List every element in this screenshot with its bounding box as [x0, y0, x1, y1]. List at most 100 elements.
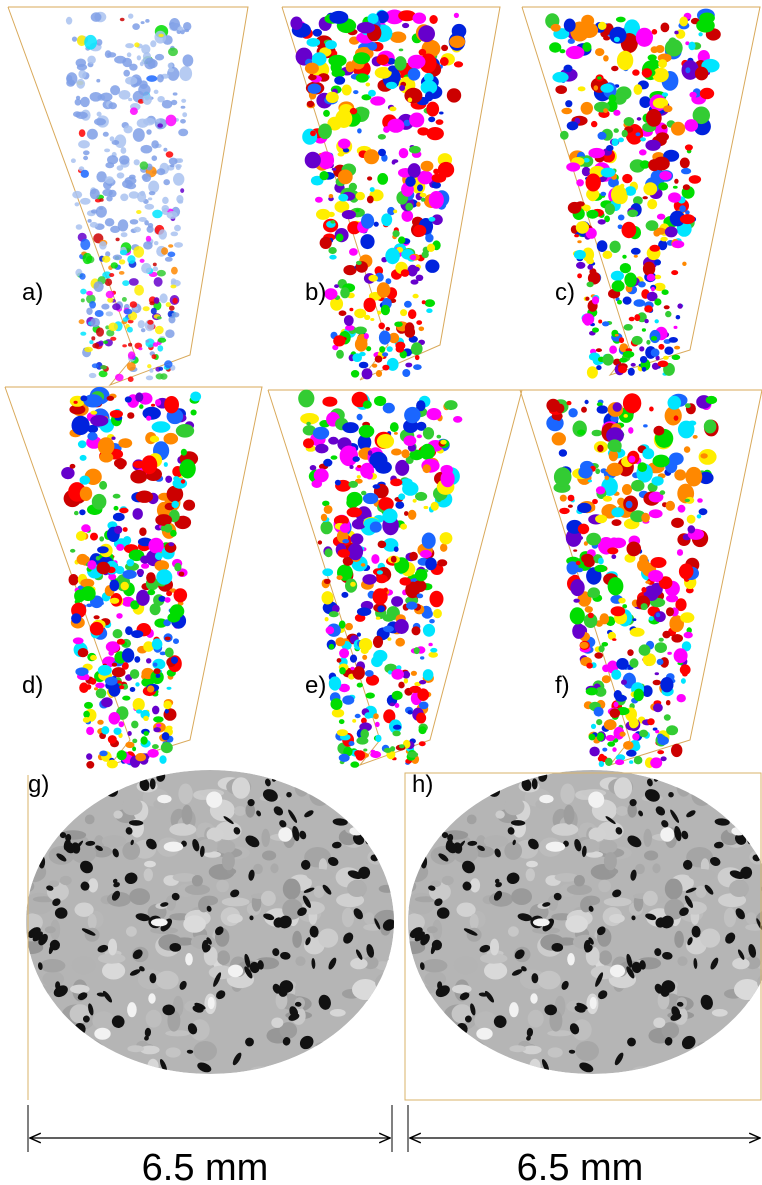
grain [642, 448, 654, 459]
grain [609, 346, 617, 354]
grain [680, 214, 695, 224]
panel-label: b) [305, 279, 326, 306]
grain [611, 554, 616, 559]
panel-label: f) [555, 672, 570, 699]
grain [328, 437, 338, 445]
grain [428, 643, 432, 647]
grain [90, 411, 97, 415]
grain [612, 519, 622, 526]
grain [163, 148, 167, 152]
grain [429, 15, 437, 24]
grain [181, 99, 186, 103]
grain [113, 811, 122, 819]
grain [400, 880, 416, 892]
grain [80, 487, 92, 501]
grain [605, 476, 610, 481]
dense-mineral [206, 792, 222, 808]
grain [75, 202, 80, 206]
grain [631, 363, 636, 367]
grain [321, 514, 327, 521]
grain [127, 559, 135, 566]
pore [733, 799, 737, 811]
grain [639, 149, 647, 155]
grain [461, 1040, 486, 1061]
grain [158, 596, 165, 602]
grain [382, 509, 397, 524]
dense-mineral [539, 795, 553, 803]
grain [587, 210, 599, 219]
grain [171, 657, 178, 664]
grain [376, 575, 388, 584]
grain [621, 680, 627, 685]
grain [634, 84, 643, 95]
grain [175, 164, 182, 168]
grain [649, 616, 654, 621]
grain [734, 979, 761, 1000]
grain [410, 255, 416, 260]
grain [133, 698, 145, 711]
grain [141, 145, 153, 154]
grain [428, 117, 435, 123]
grain [136, 491, 153, 503]
grain [161, 742, 173, 753]
grain [746, 912, 757, 924]
grain [652, 476, 664, 485]
grain [302, 129, 317, 145]
grain [326, 1058, 350, 1077]
pore [57, 812, 72, 826]
grain [646, 109, 662, 127]
grain [166, 1047, 181, 1057]
grain [652, 68, 668, 82]
grain [151, 308, 157, 315]
grain [408, 1068, 423, 1078]
grain [467, 815, 477, 825]
grain [644, 851, 658, 861]
grain [85, 774, 108, 782]
grain [313, 427, 329, 440]
grain [130, 669, 139, 679]
grain [429, 619, 435, 623]
grain [339, 754, 350, 762]
grain [453, 1038, 467, 1052]
grain [334, 284, 339, 288]
grain [66, 17, 72, 25]
grain [356, 261, 362, 265]
grain [604, 719, 617, 730]
grain [678, 421, 695, 439]
grain [136, 210, 141, 214]
grain [76, 96, 80, 100]
grain [419, 702, 429, 710]
grain [253, 864, 263, 874]
grain [100, 365, 107, 369]
grain [49, 810, 63, 827]
grain [433, 609, 442, 618]
grain [222, 852, 235, 870]
grain [424, 971, 446, 987]
grain [122, 648, 134, 663]
grain [602, 665, 610, 673]
pore [456, 770, 471, 777]
grain [116, 613, 122, 619]
grain [71, 1050, 95, 1063]
grain [122, 297, 127, 302]
grain [125, 742, 134, 748]
grain [308, 75, 317, 81]
grain [147, 749, 158, 758]
grain [608, 439, 622, 452]
grain [165, 257, 173, 262]
pore [74, 770, 89, 777]
grain [342, 422, 359, 433]
grain [138, 347, 142, 350]
grain [595, 515, 607, 524]
grain [432, 182, 441, 189]
grain [326, 626, 335, 634]
grain [97, 1059, 111, 1068]
grain [467, 774, 490, 782]
dense-mineral [710, 1043, 727, 1057]
grain [574, 875, 585, 886]
grain [337, 658, 342, 663]
grain [373, 650, 387, 662]
grain [96, 327, 104, 336]
grain [642, 328, 646, 331]
grain [425, 299, 436, 307]
